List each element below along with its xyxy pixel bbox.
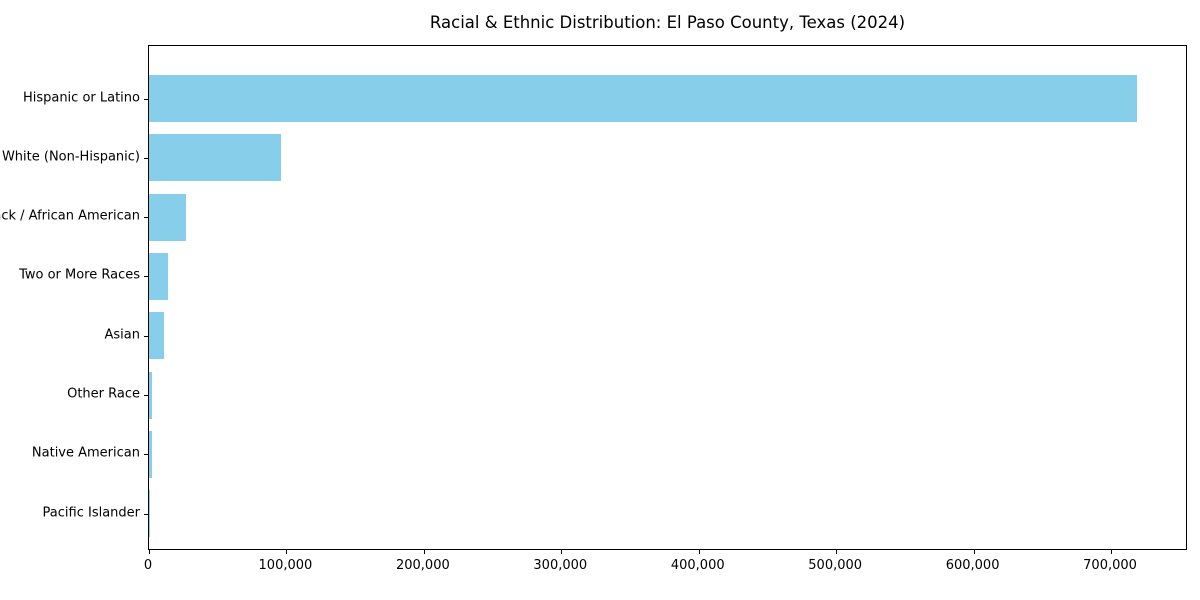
chart-title: Racial & Ethnic Distribution: El Paso Co…: [429, 13, 906, 32]
y-tick: [144, 217, 149, 219]
y-tick: [144, 335, 149, 337]
x-tick: [423, 549, 425, 554]
y-tick: [144, 513, 149, 515]
x-tick-label: 600,000: [945, 558, 1000, 573]
y-tick: [144, 276, 149, 278]
bar-white-non-hispanic: [149, 134, 281, 182]
bar-black-african-american: [149, 193, 187, 241]
x-tick: [149, 549, 150, 554]
y-tick-label: Other Race: [67, 386, 140, 402]
y-tick-label: Black / African American: [0, 208, 140, 224]
x-tick: [973, 549, 975, 554]
y-tick-label: Two or More Races: [19, 267, 140, 283]
x-tick-label: 200,000: [395, 558, 450, 573]
y-tick-label: Pacific Islander: [42, 505, 140, 521]
x-tick-label: 500,000: [808, 558, 863, 573]
y-tick-label: Native American: [31, 445, 140, 461]
bar-pacific-islander: [149, 490, 150, 538]
x-tick-label: 400,000: [670, 558, 725, 573]
bar-two-or-more-races: [149, 252, 169, 300]
x-tick: [286, 549, 288, 554]
x-tick: [698, 549, 700, 554]
x-tick: [561, 549, 563, 554]
plot-area: [144, 45, 1187, 554]
y-tick-label: Asian: [104, 327, 140, 343]
x-tick-label: 100,000: [258, 558, 313, 573]
x-tick-label: 0: [143, 558, 153, 573]
bar-native-american: [149, 430, 152, 478]
y-tick: [144, 98, 149, 100]
y-tick: [144, 454, 149, 456]
y-tick: [144, 157, 149, 159]
bar-asian: [149, 312, 165, 360]
x-tick-label: 700,000: [1083, 558, 1137, 573]
y-tick: [144, 395, 149, 396]
x-tick: [1111, 549, 1113, 554]
y-tick-label: Hispanic or Latino: [22, 90, 140, 105]
y-tick-label: White (Non-Hispanic): [1, 149, 140, 165]
bar-hispanic-or-latino: [149, 75, 1137, 122]
bar-other-race: [149, 371, 153, 419]
x-tick-label: 300,000: [533, 558, 588, 573]
x-tick: [836, 549, 838, 554]
